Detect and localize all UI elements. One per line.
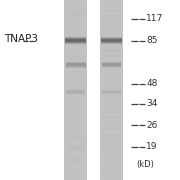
Bar [101,39,122,42]
Bar [102,90,121,94]
Text: (kD): (kD) [136,160,154,169]
Text: 117: 117 [146,14,163,23]
Bar [66,89,85,94]
Text: 26: 26 [146,121,158,130]
Bar [101,37,122,44]
Bar [102,90,121,94]
Bar [66,89,85,95]
Bar [102,62,121,67]
Text: TNAP3: TNAP3 [4,34,38,44]
Bar [65,37,86,44]
Bar [101,38,122,43]
Bar [100,0,123,180]
Bar [102,63,121,66]
Bar [102,62,121,68]
Bar [102,90,121,93]
Bar [102,62,121,68]
Bar [65,36,86,45]
Bar [66,62,86,68]
Text: 19: 19 [146,142,158,151]
Bar [101,37,122,44]
Bar [102,91,121,93]
Bar [66,61,86,69]
Bar [65,39,86,42]
Bar [102,63,121,67]
Text: 34: 34 [146,99,158,108]
Bar [101,38,122,43]
Bar [102,62,121,68]
Bar [102,61,121,68]
Bar [66,63,86,66]
Text: 48: 48 [146,79,158,88]
Bar [101,38,122,43]
Bar [66,90,85,94]
Bar [66,91,85,93]
Bar [101,39,122,42]
Bar [102,63,121,67]
Bar [102,89,121,95]
Bar [66,63,86,67]
Bar [102,91,121,93]
Bar [102,89,121,94]
Bar [101,37,122,44]
Bar [64,0,87,180]
Bar [65,38,86,43]
Bar [66,62,86,67]
Bar [102,89,121,95]
Bar [65,39,86,42]
Bar [65,38,86,43]
Bar [102,91,121,93]
Bar [66,89,85,94]
Text: 85: 85 [146,36,158,45]
Bar [65,37,86,44]
Bar [66,62,86,68]
Bar [65,37,86,44]
Bar [66,89,85,95]
Bar [66,61,86,68]
Bar [66,90,85,94]
Bar [65,38,86,43]
Bar [66,63,86,67]
Bar [66,90,85,93]
Bar [101,37,122,44]
Bar [102,63,121,66]
Bar [66,63,86,66]
Bar [66,91,85,93]
